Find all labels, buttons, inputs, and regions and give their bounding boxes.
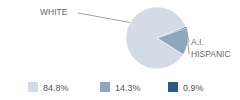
legend-label: 84.8%	[43, 83, 69, 93]
slice-label: WHITE	[40, 7, 68, 17]
leader-line	[186, 27, 189, 42]
slice-label: A.I.	[191, 37, 204, 47]
chart: A.I. HISPANIC WHITE 84.8% 14.3% 0.9%	[0, 0, 240, 100]
pie	[126, 7, 188, 69]
legend-swatch	[100, 82, 110, 92]
slice-label: HISPANIC	[191, 49, 231, 59]
pie-slice	[126, 7, 186, 69]
legend-swatch	[168, 82, 178, 92]
legend-swatch	[28, 82, 38, 92]
legend-label: 0.9%	[183, 83, 204, 93]
legend-label: 14.3%	[115, 83, 141, 93]
leader-line	[78, 13, 130, 23]
leader-line	[188, 42, 189, 54]
